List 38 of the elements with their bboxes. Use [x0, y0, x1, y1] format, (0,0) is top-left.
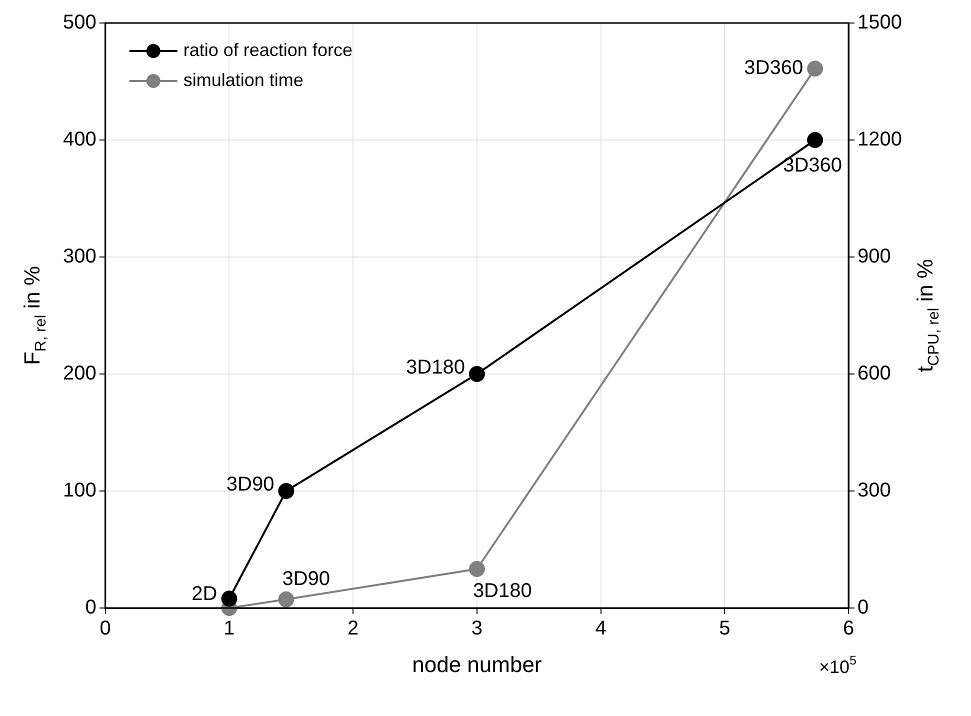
annotation: 3D180 — [406, 356, 465, 379]
x-axis-title: node number — [412, 652, 542, 678]
point — [278, 591, 294, 608]
point — [807, 60, 824, 77]
x-tick-label: 1 — [224, 618, 235, 640]
annotation: 3D90 — [282, 568, 330, 590]
x-tick-label: 3 — [471, 618, 482, 640]
legend-label: simulation time — [183, 70, 304, 90]
annotation: 3D180 — [472, 580, 532, 602]
y-tick-label: 400 — [62, 128, 96, 151]
point — [278, 483, 294, 499]
y-tick-label: 500 — [62, 12, 96, 34]
point — [468, 561, 485, 577]
y2-tick-label: 900 — [858, 246, 891, 268]
y-tick-label: 300 — [62, 246, 96, 268]
x-tick-label: 4 — [595, 618, 606, 640]
legend-label: ratio of reaction force — [183, 40, 352, 60]
point — [807, 132, 824, 148]
y2-tick-label: 1200 — [858, 128, 902, 151]
x-tick-label: 6 — [842, 618, 854, 640]
y-axis-title: FR, rel in % — [19, 266, 50, 366]
y2-tick-label: 600 — [858, 362, 891, 385]
annotation: 2D — [192, 583, 218, 606]
y-tick-label: 200 — [62, 362, 96, 385]
point — [221, 590, 238, 607]
x-tick-label: 0 — [100, 618, 111, 640]
x-tick-label: 5 — [719, 618, 730, 640]
point — [468, 366, 485, 382]
y-tick-label: 0 — [85, 596, 96, 619]
y2-tick-label: 0 — [858, 596, 869, 619]
annotation: 3D360 — [744, 57, 804, 80]
y2-tick-label: 300 — [858, 480, 891, 502]
x-tick-label: 2 — [348, 618, 359, 640]
annotation: 3D360 — [783, 154, 842, 177]
y2-axis-title: tCPU, rel in % — [912, 258, 942, 372]
y-tick-label: 100 — [62, 480, 96, 502]
annotation: 3D90 — [226, 474, 274, 496]
y2-tick-label: 1500 — [858, 12, 902, 34]
